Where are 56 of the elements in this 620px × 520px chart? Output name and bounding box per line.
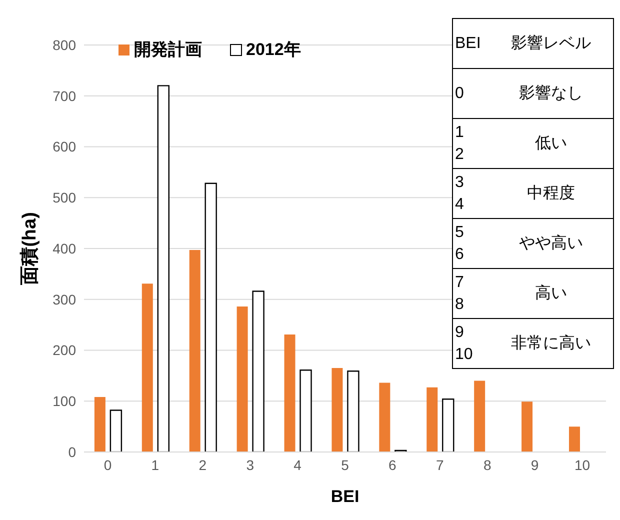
annotation: 3 4 xyxy=(454,172,465,214)
y-tick-label: 800 xyxy=(52,36,76,53)
bar xyxy=(236,306,248,452)
annotation: 影響なし xyxy=(518,84,584,104)
annotation: BEI xyxy=(454,34,482,54)
x-tick-label: 2 xyxy=(198,456,207,473)
bar xyxy=(142,284,153,452)
bar xyxy=(189,250,200,452)
annotation: 7 8 xyxy=(454,272,465,314)
bar xyxy=(474,380,486,452)
annotation: 非常に高い xyxy=(510,334,592,354)
x-axis-title: BEI xyxy=(330,487,360,506)
y-tick-label: 500 xyxy=(52,190,76,206)
x-tick-label: 5 xyxy=(341,456,350,473)
x-tick-label: 6 xyxy=(388,456,397,473)
x-tick-label: 0 xyxy=(104,456,112,473)
legend-label: 開発計画 xyxy=(134,39,202,61)
bar xyxy=(300,369,312,452)
x-tick-label: 1 xyxy=(151,456,160,473)
x-tick-label: 7 xyxy=(436,456,444,473)
y-tick-label: 0 xyxy=(68,444,76,460)
bar xyxy=(94,397,106,452)
y-tick-label: 400 xyxy=(52,240,76,256)
y-tick-label: 200 xyxy=(52,342,76,358)
bar xyxy=(568,426,580,452)
bar xyxy=(379,382,390,452)
annotation: 5 6 xyxy=(454,222,465,264)
annotation: 1 2 xyxy=(454,122,465,164)
y-tick-label: 300 xyxy=(52,291,76,308)
x-tick-label: 8 xyxy=(483,456,492,473)
annotation: 低い xyxy=(534,134,568,154)
annotation: 0 xyxy=(454,84,465,104)
y-tick-label: 600 xyxy=(52,138,76,155)
annotation: 9 10 xyxy=(454,322,474,364)
bar xyxy=(442,398,454,452)
y-tick-label: 700 xyxy=(52,88,76,104)
annotation: 高い xyxy=(534,284,568,304)
x-tick-label: 4 xyxy=(294,456,302,473)
bar xyxy=(157,85,170,452)
bar xyxy=(522,402,533,452)
annotation: 中程度 xyxy=(526,184,576,204)
y-tick-label: 100 xyxy=(52,393,76,410)
annotation: やや高い xyxy=(518,234,584,254)
x-tick-label: 10 xyxy=(574,456,590,473)
bar xyxy=(252,290,264,452)
annotation: 影響レベル xyxy=(510,34,592,54)
y-axis-title: 面積(ha) xyxy=(20,212,40,286)
bar xyxy=(426,387,438,452)
bar xyxy=(332,368,343,452)
legend-label: 2012年 xyxy=(246,39,301,61)
bar xyxy=(284,334,296,452)
bar xyxy=(347,370,360,452)
bar xyxy=(110,410,122,452)
x-tick-label: 9 xyxy=(530,456,539,473)
x-tick-label: 3 xyxy=(246,456,254,473)
bar xyxy=(204,182,217,452)
